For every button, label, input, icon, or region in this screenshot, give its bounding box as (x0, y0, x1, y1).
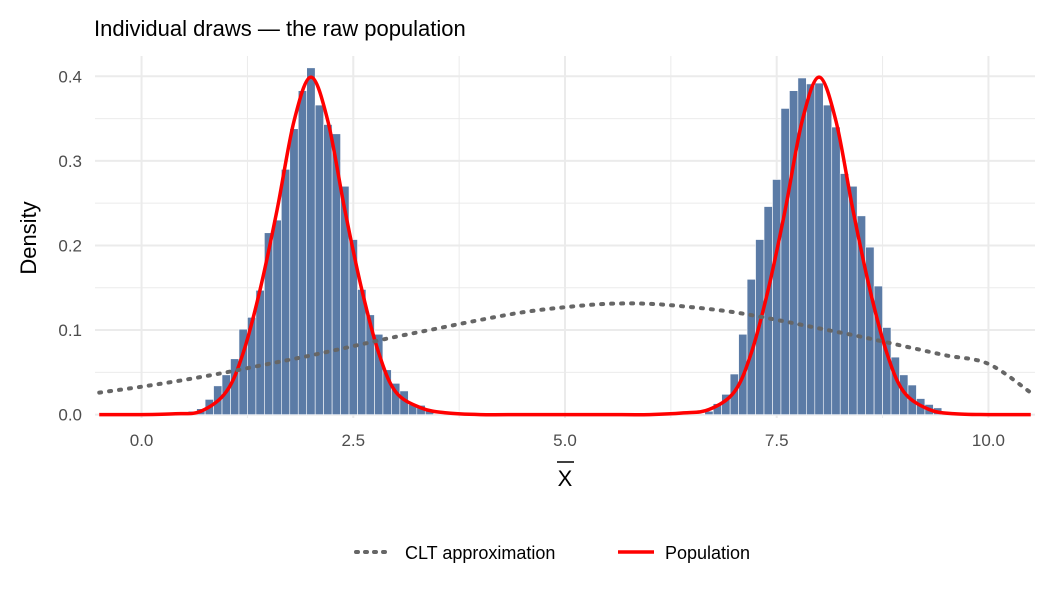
y-axis-ticks: 0.0 0.1 0.2 0.3 0.4 (58, 67, 82, 424)
x-tick-label: 10.0 (972, 431, 1005, 450)
y-tick-label: 0.4 (58, 67, 82, 86)
histogram-bar (281, 169, 291, 415)
x-tick-label: 0.0 (130, 431, 154, 450)
y-tick-label: 0.0 (58, 406, 82, 425)
series-line-population (99, 75, 1031, 417)
legend-label-clt-approximation: CLT approximation (405, 543, 555, 563)
y-tick-label: 0.3 (58, 152, 82, 171)
histogram-bar (297, 90, 308, 415)
y-tick-label: 0.1 (58, 321, 82, 340)
histogram-bar (772, 179, 782, 415)
y-tick-label: 0.2 (58, 236, 82, 255)
histogram-bar (831, 126, 841, 415)
histogram-bars (187, 67, 943, 415)
histogram-bar (780, 108, 790, 415)
chart-title: Individual draws — the raw population (94, 16, 466, 41)
histogram-bar (272, 219, 282, 415)
x-tick-label: 7.5 (765, 431, 789, 450)
histogram-bar (822, 104, 833, 415)
x-axis-title: X (558, 466, 573, 491)
histogram-bar (763, 206, 773, 415)
histogram-bar (289, 128, 299, 415)
legend: CLT approximation Population (354, 543, 750, 563)
x-tick-label: 2.5 (341, 431, 365, 450)
histogram-bar (314, 104, 324, 415)
histogram-bar (839, 173, 849, 415)
x-axis-ticks: 0.0 2.5 5.0 7.5 10.0 (130, 431, 1005, 450)
series-line-clt-approximation (97, 301, 1033, 395)
y-axis-title: Density (16, 201, 41, 274)
histogram-bar (814, 82, 824, 415)
legend-label-population: Population (665, 543, 750, 563)
histogram-bar (323, 124, 333, 415)
x-tick-label: 5.0 (553, 431, 577, 450)
histogram-bar (306, 67, 316, 415)
histogram-bar (806, 83, 816, 415)
series-lines (97, 75, 1033, 417)
